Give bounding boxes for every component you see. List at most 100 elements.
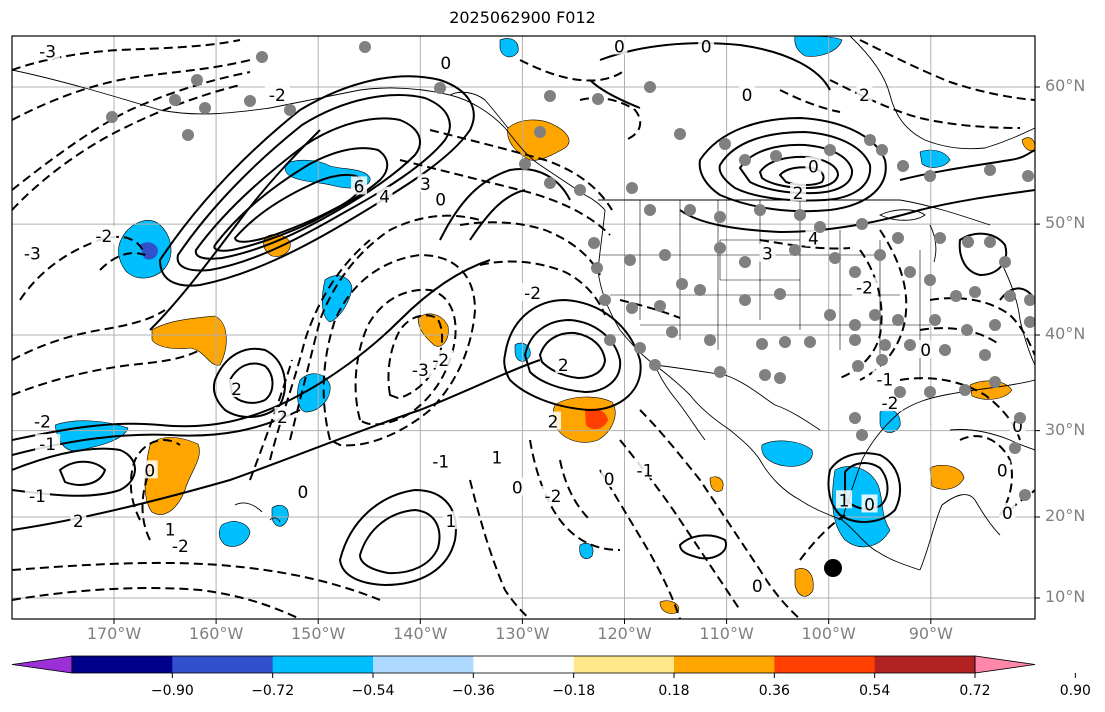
station-marker: [719, 138, 731, 150]
contour-solid: [12, 359, 541, 531]
station-marker: [739, 256, 751, 268]
contour-label: 0: [742, 86, 753, 106]
station-marker: [714, 211, 726, 223]
contour-label-bg: [442, 511, 459, 530]
contour-label-bg: [999, 502, 1016, 521]
station-marker: [879, 339, 891, 351]
station-marker: [756, 338, 768, 350]
contour-solid: [176, 94, 451, 272]
contour-label-bg: [167, 535, 193, 554]
contour-label: 0: [512, 479, 523, 499]
contour-label: -2: [95, 227, 112, 247]
contour-label: -1: [29, 487, 46, 507]
station-marker: [869, 309, 881, 321]
station-marker: [849, 266, 861, 278]
shade-orange: [144, 437, 200, 515]
contour-label: 0: [808, 158, 819, 178]
contour-label-bg: [611, 36, 628, 55]
contour-solid: [758, 155, 840, 190]
station-marker: [604, 334, 616, 346]
contour-label-bg: [376, 186, 393, 205]
contour-solid: [149, 129, 321, 331]
contour-solid: [58, 460, 107, 486]
colorbar-segment: [272, 656, 374, 673]
colorbar-tick-label: 0.36: [758, 683, 790, 699]
station-marker: [359, 41, 371, 53]
contour-label-bg: [805, 228, 822, 247]
contour-dashed: [387, 314, 443, 400]
shade-orange: [417, 313, 449, 347]
contour-solid: [738, 143, 854, 195]
station-marker: [519, 158, 531, 170]
contour-solid: [194, 117, 421, 260]
colorbar-segment: [72, 656, 173, 673]
contour-label: 0: [614, 37, 625, 57]
contour-label-bg: [70, 511, 87, 530]
contour-label-bg: [228, 379, 245, 398]
station-marker: [666, 326, 678, 338]
station-marker: [1024, 294, 1035, 306]
station-marker: [999, 256, 1011, 268]
station-marker: [779, 336, 791, 348]
contour-label-bg: [872, 369, 898, 388]
station-marker: [676, 278, 688, 290]
contour-label-bg: [836, 490, 853, 509]
shade-orange: [709, 476, 724, 492]
contour-solid: [678, 534, 727, 560]
shade-cyan: [579, 542, 594, 559]
station-marker: [654, 300, 666, 312]
contour-dashed: [12, 587, 301, 619]
station-marker: [959, 384, 971, 396]
contour-label-bg: [601, 468, 618, 487]
contour-dashed: [322, 253, 477, 447]
contour-label-bg: [877, 393, 903, 412]
contour-label: 0: [920, 341, 931, 361]
longitude-label: 140°W: [393, 624, 448, 643]
station-marker: [704, 334, 716, 346]
contour-label: -1: [432, 453, 449, 473]
station-marker: [892, 314, 904, 326]
station-marker: [876, 354, 888, 366]
station-marker: [984, 236, 996, 248]
station-marker: [892, 232, 904, 244]
station-marker: [852, 360, 864, 372]
station-marker: [626, 302, 638, 314]
contour-solid: [827, 452, 901, 523]
contour-solid: [844, 462, 889, 510]
station-marker: [1009, 442, 1021, 454]
colorbar-tick-label: −0.72: [251, 683, 295, 699]
contour-label: -2: [545, 487, 562, 507]
contour-label-bg: [30, 411, 56, 430]
shade-orange: [969, 380, 1013, 400]
station-marker: [714, 366, 726, 378]
contour-label-bg: [437, 53, 454, 72]
contour-label: 1: [839, 491, 850, 511]
contour-solid: [469, 189, 526, 241]
station-marker: [544, 90, 556, 102]
dashed-contour-lines: [12, 39, 1035, 619]
station-marker: [934, 232, 946, 244]
latitude-label: 30°N: [1045, 419, 1086, 439]
contour-dashed: [12, 71, 251, 191]
contour-label: -2: [269, 86, 286, 106]
station-marker: [897, 160, 909, 172]
shade-orange: [929, 465, 965, 490]
station-marker: [804, 336, 816, 348]
contour-label: 1: [446, 512, 457, 532]
contour-label-bg: [790, 182, 807, 201]
contour-label: -2: [524, 284, 541, 304]
contour-label: 4: [379, 188, 390, 208]
colorbar-tick-label: 0.90: [1059, 683, 1091, 699]
colorbar-segment: [674, 656, 775, 673]
colorbar-segment: [874, 656, 976, 673]
contour-dashed: [12, 561, 381, 601]
contour-solid: [523, 318, 622, 394]
contour-label: 2: [859, 86, 870, 106]
contour-dashed: [859, 39, 1035, 101]
contour-solid: [12, 447, 136, 497]
contour-label: 0: [435, 190, 446, 210]
contour-dashed: [12, 84, 241, 211]
station-marker: [624, 254, 636, 266]
coastline-baja: [654, 364, 706, 441]
